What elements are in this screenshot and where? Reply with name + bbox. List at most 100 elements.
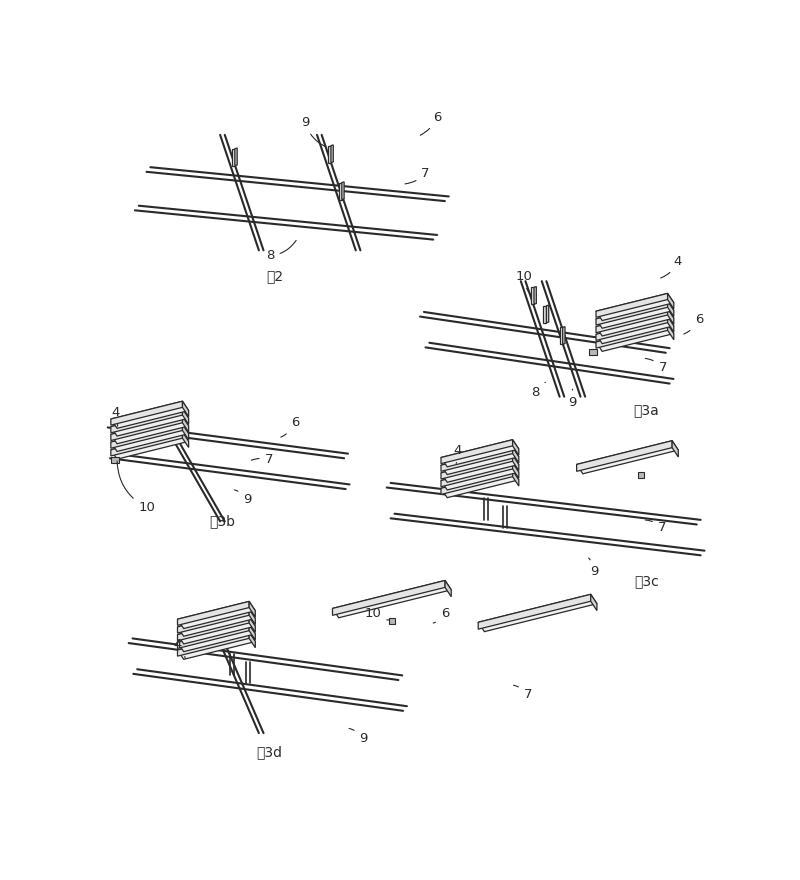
Polygon shape — [249, 632, 255, 648]
Text: 9: 9 — [301, 116, 326, 147]
Text: 10: 10 — [117, 461, 155, 514]
Polygon shape — [333, 581, 445, 615]
Text: 6: 6 — [420, 111, 442, 136]
Polygon shape — [441, 455, 513, 479]
Polygon shape — [111, 424, 189, 451]
Text: 10: 10 — [364, 607, 389, 620]
Polygon shape — [182, 432, 189, 448]
Polygon shape — [111, 457, 118, 463]
Polygon shape — [596, 301, 668, 325]
Polygon shape — [249, 609, 255, 625]
Text: 7: 7 — [646, 358, 667, 374]
Text: 8: 8 — [531, 382, 546, 399]
Text: 4: 4 — [661, 254, 682, 278]
Polygon shape — [338, 182, 342, 200]
Polygon shape — [513, 440, 519, 455]
Polygon shape — [590, 594, 597, 611]
Polygon shape — [596, 293, 674, 320]
Text: 9: 9 — [589, 558, 598, 578]
Polygon shape — [331, 145, 334, 163]
Polygon shape — [672, 441, 678, 457]
Polygon shape — [513, 463, 519, 479]
Polygon shape — [178, 609, 249, 633]
Polygon shape — [182, 409, 189, 424]
Polygon shape — [441, 455, 519, 482]
Polygon shape — [596, 317, 674, 344]
Polygon shape — [596, 324, 674, 351]
Polygon shape — [668, 324, 674, 340]
Polygon shape — [562, 326, 565, 344]
Polygon shape — [478, 594, 597, 632]
Polygon shape — [182, 424, 189, 440]
Polygon shape — [342, 182, 344, 200]
Polygon shape — [441, 447, 519, 474]
Polygon shape — [111, 432, 189, 459]
Polygon shape — [534, 287, 536, 304]
Polygon shape — [111, 401, 189, 429]
Polygon shape — [389, 618, 395, 624]
Polygon shape — [445, 581, 451, 597]
Polygon shape — [111, 416, 182, 441]
Polygon shape — [441, 447, 513, 472]
Text: 6: 6 — [434, 607, 449, 623]
Text: 7: 7 — [251, 453, 274, 466]
Text: 9: 9 — [349, 729, 368, 745]
Polygon shape — [441, 440, 513, 464]
Text: 4: 4 — [111, 406, 120, 426]
Polygon shape — [111, 409, 189, 436]
Text: 7: 7 — [646, 520, 666, 534]
Polygon shape — [178, 609, 255, 636]
Polygon shape — [441, 471, 513, 495]
Text: 8: 8 — [266, 240, 296, 262]
Polygon shape — [232, 149, 235, 165]
Polygon shape — [596, 293, 668, 318]
Polygon shape — [441, 440, 519, 467]
Text: 图3d: 图3d — [256, 745, 282, 759]
Polygon shape — [513, 471, 519, 486]
Polygon shape — [178, 617, 249, 641]
Polygon shape — [668, 317, 674, 332]
Polygon shape — [441, 471, 519, 498]
Polygon shape — [596, 309, 668, 333]
Polygon shape — [668, 293, 674, 309]
Polygon shape — [178, 601, 249, 626]
Polygon shape — [235, 148, 237, 165]
Polygon shape — [178, 625, 255, 652]
Polygon shape — [182, 401, 189, 417]
Text: 6: 6 — [684, 313, 703, 334]
Text: 4: 4 — [174, 638, 186, 658]
Polygon shape — [178, 601, 255, 628]
Polygon shape — [577, 441, 678, 473]
Polygon shape — [668, 309, 674, 325]
Polygon shape — [638, 472, 644, 478]
Text: 7: 7 — [405, 167, 430, 184]
Text: 图3c: 图3c — [634, 575, 658, 589]
Polygon shape — [111, 401, 182, 425]
Polygon shape — [178, 617, 255, 644]
Polygon shape — [513, 447, 519, 463]
Polygon shape — [596, 324, 668, 348]
Text: 9: 9 — [569, 389, 577, 408]
Text: 9: 9 — [234, 490, 251, 506]
Polygon shape — [546, 305, 549, 323]
Polygon shape — [441, 463, 519, 490]
Polygon shape — [668, 301, 674, 317]
Polygon shape — [478, 594, 590, 629]
Polygon shape — [596, 317, 668, 341]
Text: 图2: 图2 — [266, 269, 283, 283]
Polygon shape — [111, 416, 189, 444]
Polygon shape — [249, 625, 255, 640]
Polygon shape — [596, 301, 674, 328]
Polygon shape — [178, 632, 249, 656]
Polygon shape — [328, 145, 331, 163]
Polygon shape — [178, 632, 255, 659]
Polygon shape — [577, 441, 672, 472]
Text: 6: 6 — [281, 416, 299, 437]
Polygon shape — [249, 601, 255, 617]
Polygon shape — [513, 455, 519, 471]
Polygon shape — [531, 287, 534, 304]
Polygon shape — [178, 625, 249, 649]
Polygon shape — [559, 327, 562, 344]
Text: 4: 4 — [454, 444, 462, 464]
Polygon shape — [111, 432, 182, 456]
